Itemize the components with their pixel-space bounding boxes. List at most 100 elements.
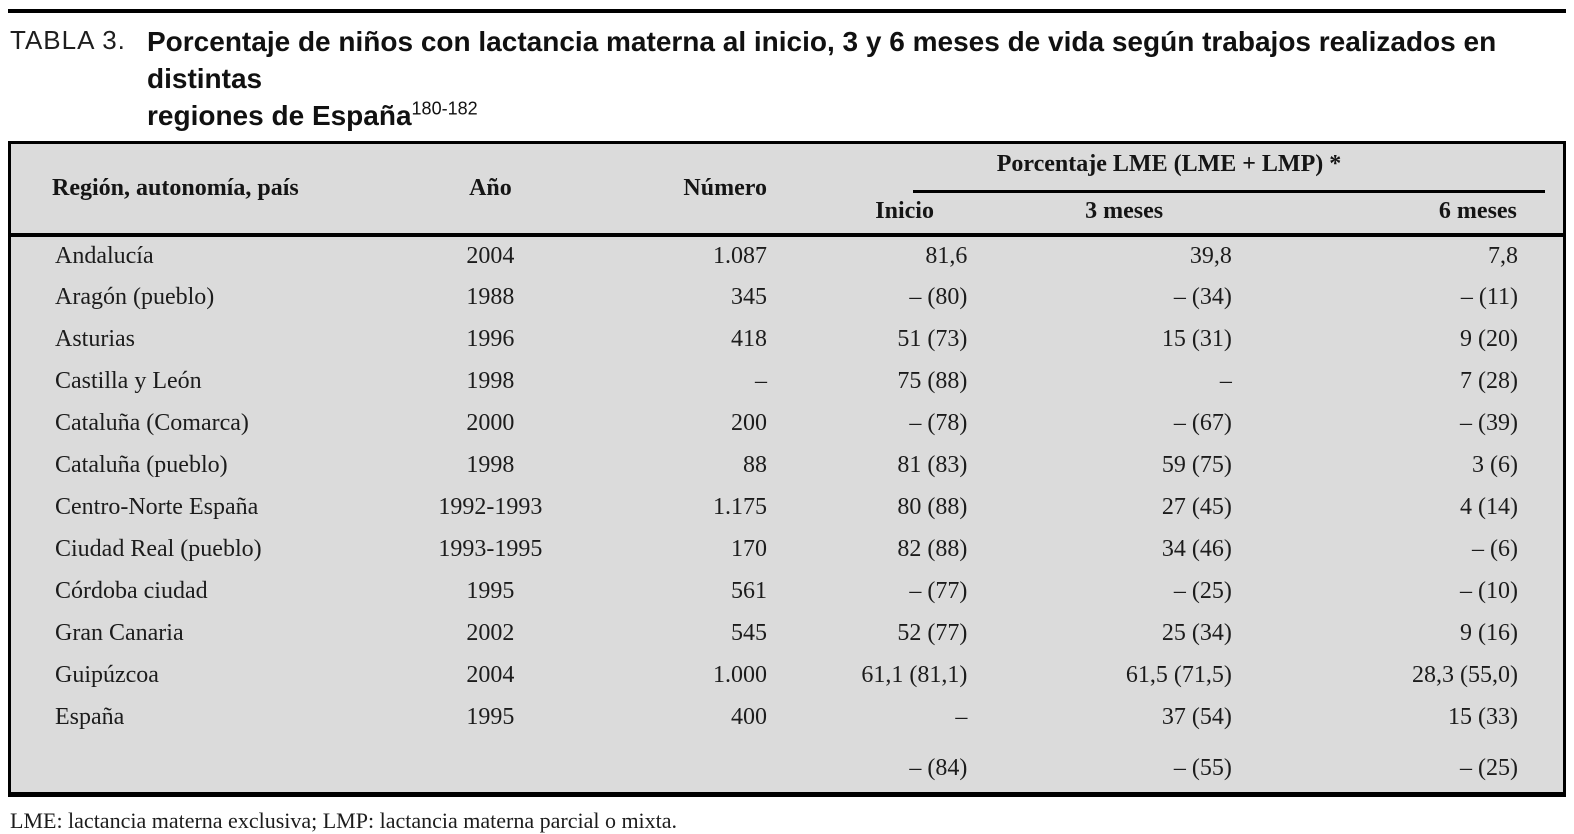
table-row: Cataluña (pueblo) 1998 88 81 (83) 59 (75… — [10, 445, 1565, 487]
table-row: Gran Canaria 2002 545 52 (77) 25 (34) 9 … — [10, 613, 1565, 655]
cell-3meses: 39,8 — [1189, 243, 1232, 269]
table-row: Guipúzcoa 2004 1.000 61,1 (81,1) 61,5 (7… — [10, 655, 1565, 697]
cell-number: 561 — [730, 578, 767, 604]
cell-year: 1993-1995 — [438, 536, 543, 562]
cell-number: 545 — [730, 620, 767, 646]
cell-6meses: – (39) — [1460, 410, 1518, 436]
table-row: Castilla y León 1998 – 75 (88) – 7 (28) — [10, 361, 1565, 403]
cell-3meses: 25 (34) — [1161, 620, 1232, 646]
cell-6meses: 9 (20) — [1460, 326, 1518, 352]
cell-inicio: 81,6 — [925, 243, 968, 269]
cell-number: 88 — [742, 452, 767, 478]
cell-number: – — [754, 368, 767, 394]
cell-3meses: 15 (31) — [1161, 326, 1232, 352]
cell-inicio: 82 (88) — [897, 536, 968, 562]
cell-number: 170 — [730, 536, 767, 562]
cell-year: 2000 — [466, 410, 515, 436]
col-header-year: Año — [378, 142, 603, 237]
cell-year — [378, 739, 602, 795]
cell-3meses: – (25) — [1173, 578, 1232, 604]
cell-inicio: – (84) — [909, 755, 968, 781]
table-title: Porcentaje de niños con lactancia matern… — [147, 23, 1564, 134]
cell-year: 1998 — [466, 452, 515, 478]
cell-year: 1995 — [466, 578, 515, 604]
cell-year: 2002 — [466, 620, 515, 646]
cell-inicio: 75 (88) — [897, 368, 968, 394]
cell-number: 1.175 — [712, 494, 767, 520]
cell-6meses: 15 (33) — [1448, 704, 1518, 730]
table-row: Cataluña (Comarca) 2000 200 – (78) – (67… — [10, 403, 1565, 445]
cell-number: 200 — [730, 410, 767, 436]
cell-year: 1998 — [466, 368, 515, 394]
col-header-number: Número — [602, 142, 775, 237]
col-header-region: Región, autonomía, país — [9, 142, 379, 237]
col-header-inicio: Inicio — [774, 190, 976, 237]
cell-inicio: 61,1 (81,1) — [861, 662, 968, 688]
cell-6meses: 7,8 — [1488, 243, 1518, 269]
cell-year: 1988 — [466, 284, 515, 310]
cell-region: Cataluña (pueblo) — [55, 452, 228, 478]
cell-inicio: – (78) — [909, 410, 968, 436]
cell-region: Córdoba ciudad — [55, 578, 208, 604]
cell-region: Aragón (pueblo) — [55, 284, 215, 310]
cell-6meses: 3 (6) — [1472, 452, 1518, 478]
table-row: Ciudad Real (pueblo) 1993-1995 170 82 (8… — [10, 529, 1565, 571]
cell-3meses: 34 (46) — [1161, 536, 1232, 562]
table-title-line1: Porcentaje de niños con lactancia matern… — [147, 26, 1497, 94]
cell-6meses: – (6) — [1472, 536, 1518, 562]
table-row: Centro-Norte España 1992-1993 1.175 80 (… — [10, 487, 1565, 529]
cell-number: 1.087 — [712, 243, 767, 269]
top-rule — [8, 9, 1566, 13]
cell-6meses: 4 (14) — [1460, 494, 1518, 520]
footnote: LME: lactancia materna exclusiva; LMP: l… — [10, 808, 678, 833]
table-caption: TABLA 3. Porcentaje de niños con lactanc… — [10, 23, 1564, 134]
cell-3meses: 37 (54) — [1161, 704, 1232, 730]
table-row: España 1995 400 – 37 (54) 15 (33) — [10, 697, 1565, 739]
col-header-6meses: 6 meses — [1243, 190, 1565, 237]
cell-6meses: – (11) — [1460, 284, 1518, 310]
cell-year: 1992-1993 — [438, 494, 543, 520]
table-number: TABLA 3. — [10, 25, 126, 55]
cell-3meses: – (34) — [1173, 284, 1232, 310]
cell-3meses: 61,5 (71,5) — [1125, 662, 1232, 688]
cell-6meses: – (25) — [1460, 755, 1518, 781]
cell-number — [603, 739, 775, 795]
cell-6meses: 7 (28) — [1460, 368, 1518, 394]
header-row-sub: Inicio 3 meses 6 meses — [10, 190, 1565, 237]
col-header-group: Porcentaje LME (LME + LMP) * — [775, 143, 1565, 193]
cell-3meses: 59 (75) — [1161, 452, 1232, 478]
header-row-top: Región, autonomía, país Año Número Porce… — [9, 142, 1565, 237]
table-row: – (84) – (55) – (25) — [10, 739, 1565, 795]
cell-3meses: – — [1219, 368, 1232, 394]
cell-inicio: 51 (73) — [897, 326, 968, 352]
cell-region: Andalucía — [55, 243, 154, 269]
col-header-group-label: Porcentaje LME (LME + LMP) * — [996, 151, 1342, 178]
breastfeeding-table: Región, autonomía, país Año Número Porce… — [8, 141, 1566, 797]
cell-region: Castilla y León — [55, 368, 202, 394]
table-row: Asturias 1996 418 51 (73) 15 (31) 9 (20) — [10, 319, 1565, 361]
cell-number: 1.000 — [712, 662, 767, 688]
cell-3meses: – (55) — [1173, 755, 1232, 781]
cell-region: España — [55, 704, 125, 730]
table-row: Aragón (pueblo) 1988 345 – (80) – (34) –… — [10, 277, 1565, 319]
cell-6meses: – (10) — [1460, 578, 1518, 604]
cell-number: 400 — [730, 704, 767, 730]
cell-year: 1996 — [466, 326, 515, 352]
cell-6meses: 28,3 (55,0) — [1412, 662, 1518, 688]
cell-inicio: 52 (77) — [897, 620, 968, 646]
cell-region: Gran Canaria — [55, 620, 184, 646]
cell-inicio: – (80) — [909, 284, 968, 310]
table-row: Córdoba ciudad 1995 561 – (77) – (25) – … — [10, 571, 1565, 613]
cell-inicio: 81 (83) — [897, 452, 968, 478]
cell-region: Centro-Norte España — [55, 494, 259, 520]
col-header-3meses: 3 meses — [975, 190, 1244, 237]
cell-inicio: – — [955, 704, 968, 730]
table-row: Andalucía 2004 1.087 81,6 39,8 7,8 — [10, 235, 1565, 277]
cell-region: Ciudad Real (pueblo) — [55, 536, 262, 562]
cell-number: 345 — [730, 284, 767, 310]
cell-inicio: 80 (88) — [897, 494, 968, 520]
cell-6meses: 9 (16) — [1460, 620, 1518, 646]
cell-year: 1995 — [466, 704, 515, 730]
cell-region: Cataluña (Comarca) — [55, 410, 249, 436]
cell-region: Asturias — [55, 326, 135, 352]
